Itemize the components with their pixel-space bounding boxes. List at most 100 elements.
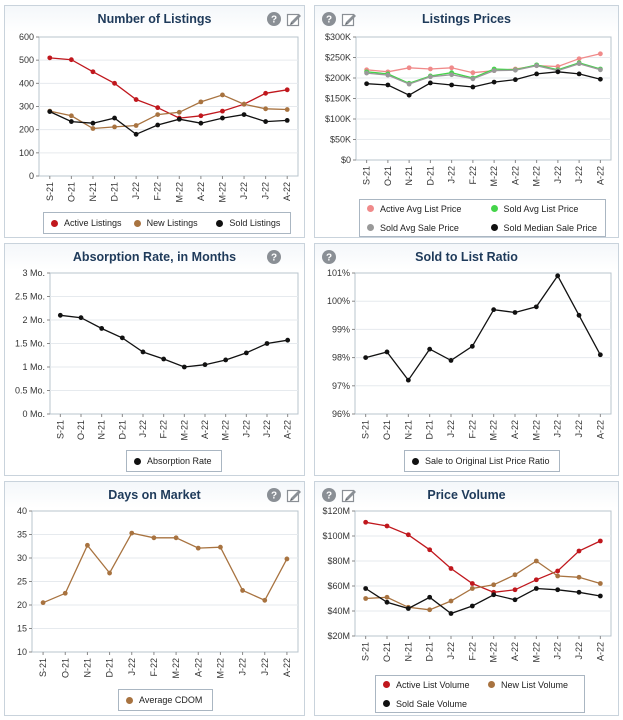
data-point-sold-listings[interactable] <box>112 115 117 121</box>
data-point-sold-avg-sale-price[interactable] <box>364 70 370 76</box>
data-point-sold-listings[interactable] <box>90 120 96 126</box>
data-point-active-listings[interactable] <box>220 108 225 114</box>
data-point-active-listings[interactable] <box>47 55 53 61</box>
data-point-absorption-rate[interactable] <box>202 362 208 368</box>
data-point-active-list-volume[interactable] <box>448 566 454 571</box>
data-point-sold-median-sale-price[interactable] <box>534 71 540 77</box>
data-point-sold-listings[interactable] <box>284 118 290 123</box>
data-point-active-list-volume[interactable] <box>533 577 539 583</box>
data-point-active-listings[interactable] <box>68 57 74 63</box>
legend-item-absorption-rate[interactable]: Absorption Rate <box>134 456 212 466</box>
help-icon[interactable]: ? <box>266 249 282 265</box>
data-point-sold-avg-sale-price[interactable] <box>449 72 455 78</box>
data-point-absorption-rate[interactable] <box>181 364 187 370</box>
data-point-new-listings[interactable] <box>68 113 74 119</box>
data-point-active-avg-list-price[interactable] <box>406 65 412 71</box>
data-point-new-list-volume[interactable] <box>469 586 475 591</box>
data-point-sale-to-original-list-price-ratio[interactable] <box>533 304 539 310</box>
legend-item-active-list-volume[interactable]: Active List Volume <box>383 680 470 690</box>
data-point-active-list-volume[interactable] <box>384 523 390 529</box>
data-point-new-listings[interactable] <box>220 92 225 98</box>
data-point-new-listings[interactable] <box>241 101 247 107</box>
data-point-sold-avg-sale-price[interactable] <box>385 72 391 78</box>
data-point-sale-to-original-list-price-ratio[interactable] <box>469 343 475 349</box>
data-point-absorption-rate[interactable] <box>243 350 249 356</box>
data-point-sold-median-sale-price[interactable] <box>512 77 518 83</box>
legend-item-sold-avg-sale-price[interactable]: Sold Avg Sale Price <box>367 223 459 233</box>
data-point-new-listings[interactable] <box>176 109 182 115</box>
data-point-active-listings[interactable] <box>90 69 96 75</box>
legend-item-new-listings[interactable]: New Listings <box>133 218 198 228</box>
data-point-active-list-volume[interactable] <box>469 581 475 586</box>
legend-item-sold-median-sale-price[interactable]: Sold Median Sale Price <box>490 223 597 233</box>
data-point-absorption-rate[interactable] <box>99 326 105 331</box>
data-point-absorption-rate[interactable] <box>161 356 167 362</box>
data-point-active-avg-list-price[interactable] <box>470 70 476 76</box>
legend-item-sold-sale-volume[interactable]: Sold Sale Volume <box>383 699 467 709</box>
data-point-sale-to-original-list-price-ratio[interactable] <box>576 312 582 318</box>
data-point-average-cdom[interactable] <box>62 590 68 596</box>
edit-settings-icon[interactable] <box>341 487 357 503</box>
data-point-new-listings[interactable] <box>112 124 117 130</box>
data-point-average-cdom[interactable] <box>240 588 245 593</box>
data-point-sold-sale-volume[interactable] <box>427 594 433 600</box>
edit-settings-icon[interactable] <box>286 11 302 27</box>
data-point-absorption-rate[interactable] <box>119 335 125 341</box>
data-point-active-avg-list-price[interactable] <box>427 66 433 72</box>
data-point-sold-median-sale-price[interactable] <box>449 82 455 88</box>
data-point-sold-median-sale-price[interactable] <box>597 76 603 82</box>
data-point-sold-sale-volume[interactable] <box>533 586 539 591</box>
data-point-sold-sale-volume[interactable] <box>512 597 518 603</box>
data-point-average-cdom[interactable] <box>262 597 268 603</box>
data-point-sale-to-original-list-price-ratio[interactable] <box>405 377 411 383</box>
data-point-active-list-volume[interactable] <box>597 538 603 544</box>
legend-item-active-listings[interactable]: Active Listings <box>51 218 122 228</box>
edit-settings-icon[interactable] <box>286 487 302 503</box>
data-point-sale-to-original-list-price-ratio[interactable] <box>427 346 433 352</box>
data-point-absorption-rate[interactable] <box>57 312 63 318</box>
data-point-average-cdom[interactable] <box>284 556 290 562</box>
data-point-sold-avg-sale-price[interactable] <box>512 67 518 73</box>
data-point-average-cdom[interactable] <box>129 530 135 536</box>
data-point-sold-listings[interactable] <box>133 131 139 137</box>
data-point-sold-avg-sale-price[interactable] <box>576 61 582 67</box>
data-point-absorption-rate[interactable] <box>223 357 229 363</box>
data-point-sold-sale-volume[interactable] <box>555 587 561 593</box>
legend-item-sold-listings[interactable]: Sold Listings <box>216 218 280 228</box>
data-point-new-listings[interactable] <box>133 123 139 128</box>
data-point-sold-listings[interactable] <box>220 115 225 121</box>
data-point-sale-to-original-list-price-ratio[interactable] <box>384 349 390 355</box>
data-point-new-list-volume[interactable] <box>427 607 433 613</box>
legend-item-active-avg-list-price[interactable]: Active Avg List Price <box>367 204 461 214</box>
data-point-active-listings[interactable] <box>155 105 161 111</box>
data-point-sale-to-original-list-price-ratio[interactable] <box>512 310 518 315</box>
data-point-average-cdom[interactable] <box>173 535 179 541</box>
data-point-sold-avg-sale-price[interactable] <box>470 76 476 82</box>
data-point-new-listings[interactable] <box>155 112 161 118</box>
data-point-sold-listings[interactable] <box>155 122 161 128</box>
data-point-active-listings[interactable] <box>112 80 117 86</box>
data-point-sold-listings[interactable] <box>68 119 74 124</box>
data-point-absorption-rate[interactable] <box>264 341 270 346</box>
data-point-sold-median-sale-price[interactable] <box>427 80 433 86</box>
data-point-new-list-volume[interactable] <box>576 574 582 580</box>
help-icon[interactable]: ? <box>321 487 337 503</box>
data-point-sold-median-sale-price[interactable] <box>470 84 476 90</box>
data-point-sold-avg-sale-price[interactable] <box>427 74 433 80</box>
data-point-sold-sale-volume[interactable] <box>491 592 497 598</box>
data-point-sold-avg-sale-price[interactable] <box>597 67 603 73</box>
data-point-average-cdom[interactable] <box>40 600 46 606</box>
data-point-average-cdom[interactable] <box>107 570 112 576</box>
data-point-sold-sale-volume[interactable] <box>405 606 411 611</box>
data-point-active-list-volume[interactable] <box>427 547 433 553</box>
legend-item-sold-avg-list-price[interactable]: Sold Avg List Price <box>490 204 578 214</box>
data-point-active-listings[interactable] <box>133 97 139 102</box>
data-point-active-listings[interactable] <box>198 113 204 119</box>
data-point-absorption-rate[interactable] <box>78 315 84 321</box>
data-point-new-listings[interactable] <box>263 106 269 112</box>
data-point-average-cdom[interactable] <box>218 544 223 550</box>
data-point-absorption-rate[interactable] <box>140 349 146 355</box>
data-point-sold-sale-volume[interactable] <box>363 586 369 591</box>
data-point-sold-median-sale-price[interactable] <box>385 82 391 88</box>
data-point-active-list-volume[interactable] <box>555 568 561 574</box>
